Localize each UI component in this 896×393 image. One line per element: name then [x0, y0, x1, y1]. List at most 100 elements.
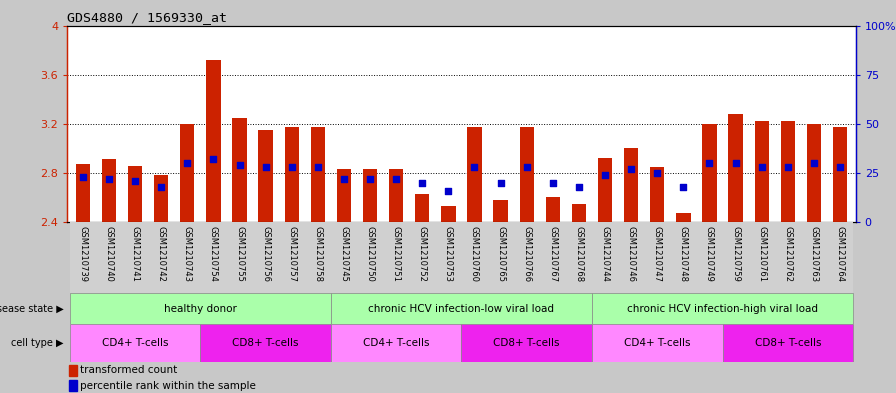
- Bar: [279, 222, 305, 293]
- Text: GSM1210747: GSM1210747: [653, 226, 662, 281]
- Bar: [702, 124, 717, 222]
- Bar: [461, 324, 592, 362]
- Bar: [70, 293, 331, 324]
- Bar: [728, 114, 743, 222]
- Point: [154, 184, 168, 190]
- Text: GSM1210744: GSM1210744: [600, 226, 609, 281]
- Bar: [494, 200, 508, 222]
- Point: [468, 164, 482, 170]
- Text: GSM1210749: GSM1210749: [705, 226, 714, 281]
- Point: [285, 164, 299, 170]
- Point: [833, 164, 848, 170]
- Text: GSM1210767: GSM1210767: [548, 226, 557, 282]
- Bar: [618, 222, 644, 293]
- Bar: [754, 121, 769, 222]
- Text: GSM1210756: GSM1210756: [261, 226, 270, 281]
- Point: [389, 176, 403, 182]
- Bar: [69, 380, 77, 391]
- Bar: [539, 222, 566, 293]
- Bar: [383, 222, 409, 293]
- Text: GSM1210748: GSM1210748: [679, 226, 688, 281]
- Bar: [722, 324, 853, 362]
- Text: GSM1210758: GSM1210758: [314, 226, 323, 281]
- Text: CD8+ T-cells: CD8+ T-cells: [494, 338, 560, 348]
- Bar: [285, 127, 299, 222]
- Text: percentile rank within the sample: percentile rank within the sample: [80, 381, 255, 391]
- Text: GSM1210764: GSM1210764: [835, 226, 845, 281]
- Bar: [154, 175, 168, 222]
- Text: GSM1210740: GSM1210740: [105, 226, 114, 281]
- Text: chronic HCV infection-high viral load: chronic HCV infection-high viral load: [627, 303, 818, 314]
- Bar: [435, 222, 461, 293]
- Point: [650, 170, 665, 176]
- Bar: [592, 324, 722, 362]
- Bar: [513, 222, 539, 293]
- Text: GSM1210745: GSM1210745: [340, 226, 349, 281]
- Point: [415, 180, 429, 186]
- Point: [311, 164, 325, 170]
- Text: GSM1210743: GSM1210743: [183, 226, 192, 281]
- Text: transformed count: transformed count: [80, 365, 177, 375]
- Point: [102, 176, 116, 182]
- Bar: [749, 222, 775, 293]
- Point: [258, 164, 272, 170]
- Bar: [357, 222, 383, 293]
- Bar: [566, 222, 592, 293]
- Bar: [468, 127, 482, 222]
- Bar: [546, 197, 560, 222]
- Text: GSM1210760: GSM1210760: [470, 226, 479, 281]
- Bar: [148, 222, 174, 293]
- Point: [494, 180, 508, 186]
- Text: GSM1210759: GSM1210759: [731, 226, 740, 281]
- Text: GSM1210742: GSM1210742: [157, 226, 166, 281]
- Text: GSM1210761: GSM1210761: [757, 226, 766, 281]
- Point: [728, 160, 743, 166]
- Bar: [102, 160, 116, 222]
- Bar: [96, 222, 122, 293]
- Bar: [363, 169, 377, 222]
- Point: [780, 164, 795, 170]
- Bar: [337, 169, 351, 222]
- Bar: [122, 222, 148, 293]
- Text: GSM1210752: GSM1210752: [418, 226, 426, 281]
- Bar: [592, 222, 618, 293]
- Bar: [180, 124, 194, 222]
- Text: GSM1210766: GSM1210766: [522, 226, 531, 282]
- Bar: [441, 206, 455, 222]
- Text: GSM1210753: GSM1210753: [444, 226, 452, 281]
- Text: GSM1210765: GSM1210765: [496, 226, 505, 281]
- Bar: [389, 169, 403, 222]
- Text: GSM1210762: GSM1210762: [783, 226, 792, 281]
- Text: GSM1210768: GSM1210768: [574, 226, 583, 282]
- Bar: [415, 194, 429, 222]
- Bar: [520, 127, 534, 222]
- Bar: [650, 167, 665, 222]
- Text: CD8+ T-cells: CD8+ T-cells: [754, 338, 821, 348]
- Point: [754, 164, 769, 170]
- Point: [520, 164, 534, 170]
- Point: [546, 180, 560, 186]
- Point: [598, 172, 612, 178]
- Bar: [227, 222, 253, 293]
- Bar: [253, 222, 279, 293]
- Bar: [806, 124, 821, 222]
- Bar: [624, 148, 638, 222]
- Bar: [461, 222, 487, 293]
- Text: GSM1210754: GSM1210754: [209, 226, 218, 281]
- Text: GSM1210755: GSM1210755: [235, 226, 244, 281]
- Point: [75, 174, 90, 180]
- Bar: [644, 222, 670, 293]
- Bar: [598, 158, 612, 222]
- Bar: [696, 222, 722, 293]
- Point: [572, 184, 586, 190]
- Point: [676, 184, 691, 190]
- Bar: [69, 365, 77, 376]
- Bar: [70, 222, 96, 293]
- Bar: [311, 127, 325, 222]
- Text: chronic HCV infection-low viral load: chronic HCV infection-low viral load: [368, 303, 555, 314]
- Text: GSM1210746: GSM1210746: [626, 226, 635, 281]
- Point: [363, 176, 377, 182]
- Bar: [331, 293, 592, 324]
- Bar: [305, 222, 331, 293]
- Text: GSM1210763: GSM1210763: [809, 226, 818, 282]
